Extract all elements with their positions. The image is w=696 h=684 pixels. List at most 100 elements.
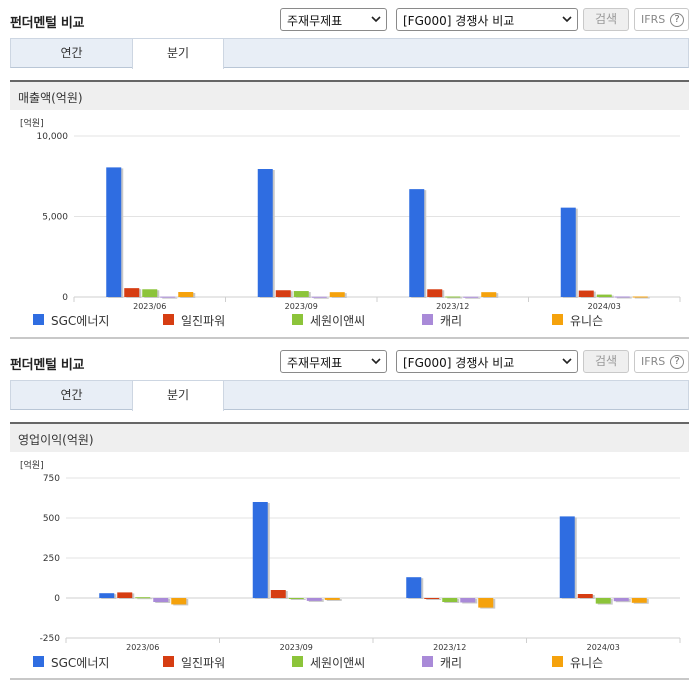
bar-series-2-0 (135, 597, 151, 599)
period-tabs: 연간 분기 (10, 380, 689, 411)
statement-select-value: 주재무제표 (287, 14, 343, 28)
bar-series-2-3 (595, 598, 611, 604)
bar-series-1-3 (577, 594, 593, 598)
bar-series-4-0 (178, 292, 194, 297)
bar-shadow (616, 297, 632, 299)
bar-shadow (634, 297, 650, 299)
bar-series-1-0 (117, 592, 133, 598)
x-tick-label: 2024/03 (588, 302, 621, 310)
legend-label: 일진파워 (181, 656, 226, 670)
bar-shadow (290, 599, 306, 600)
bar-series-2-2 (442, 598, 458, 602)
legend-label: 유니슨 (570, 656, 604, 670)
bar-series-1-1 (275, 290, 291, 297)
y-tick-label: 750 (43, 474, 60, 484)
bar-series-0-0 (106, 167, 122, 297)
bar-series-2-2 (445, 296, 461, 298)
legend-swatch (292, 656, 303, 667)
bar-series-4-1 (329, 292, 345, 297)
bar-series-1-0 (124, 288, 140, 297)
bar-series-0-0 (99, 593, 115, 598)
legend-swatch (33, 656, 44, 667)
y-tick-label: 0 (54, 594, 60, 604)
panel-title: 펀더멘털 비교 (10, 358, 85, 373)
section-title: 매출액(억원) (18, 91, 83, 105)
tab-quarterly[interactable]: 분기 (132, 381, 224, 411)
legend-swatch (422, 314, 433, 325)
legend-swatch (163, 656, 174, 667)
ifrs-button[interactable]: IFRS ? (634, 8, 689, 31)
chevron-down-icon (562, 358, 572, 365)
bar-series-4-0 (171, 598, 187, 605)
operating-income-bar-chart: [억원] -250 0 250 500 750 2023/06 2023/09 2023/12 2… (20, 459, 681, 652)
bar-series-4-2 (478, 598, 494, 608)
bar-series-4-3 (632, 296, 648, 298)
statement-select[interactable]: 주재무제표 (280, 350, 387, 373)
unit-label: [억원] (20, 459, 44, 471)
ifrs-button[interactable]: IFRS ? (634, 350, 689, 373)
legend-swatch (422, 656, 433, 667)
bar-series-3-1 (311, 296, 327, 298)
tab-annual[interactable]: 연간 (60, 388, 83, 402)
divider (10, 337, 689, 339)
y-tick-label: 10,000 (37, 132, 69, 142)
bar-series-2-1 (288, 598, 304, 599)
bar-series-3-0 (153, 598, 169, 602)
bar-shadow (313, 297, 329, 299)
legend-label: SGC에너지 (51, 656, 110, 670)
legend-label: 캐리 (440, 656, 463, 670)
legend-swatch (292, 314, 303, 325)
bar-series-1-3 (578, 290, 594, 297)
section-header: 매출액(억원) (10, 80, 689, 110)
tab-annual[interactable]: 연간 (60, 46, 83, 60)
unit-label: [억원] (20, 117, 44, 129)
revenue-bar-chart: [억원] 0 5,000 10,000 2023/06 2023/09 2023/12 202… (20, 117, 681, 310)
bar-series-4-2 (481, 292, 497, 297)
statement-select[interactable]: 주재무제표 (280, 8, 387, 31)
bar-series-3-2 (463, 296, 479, 298)
period-tabs: 연간 분기 (10, 38, 689, 69)
legend-swatch (33, 314, 44, 325)
divider (10, 678, 689, 680)
panel-title: 펀더멘털 비교 (10, 16, 85, 31)
help-icon[interactable]: ? (670, 13, 684, 27)
comparison-select-value: [FG000] 경쟁사 비교 (403, 14, 515, 28)
y-tick-label: 5,000 (42, 213, 68, 223)
bar-series-3-3 (614, 296, 630, 298)
bar-shadow (465, 297, 481, 299)
chevron-down-icon (371, 358, 381, 365)
bar-shadow (447, 297, 463, 299)
y-tick-label: 250 (43, 554, 60, 564)
bar-series-3-2 (460, 598, 476, 603)
panel-header: 펀더멘털 비교 주재무제표 [FG000] 경쟁사 비교 검색 IFRS ? (0, 0, 696, 38)
bar-series-3-1 (306, 598, 322, 601)
bar-series-0-1 (252, 502, 268, 598)
legend-label: 캐리 (440, 314, 463, 328)
bar-shadow (162, 297, 178, 299)
chevron-down-icon (562, 16, 572, 23)
search-button[interactable]: 검색 (583, 8, 629, 31)
section-title: 영업이익(억원) (18, 433, 94, 447)
bar-series-2-0 (142, 289, 158, 297)
bar-shadow (326, 599, 342, 601)
search-button[interactable]: 검색 (583, 350, 629, 373)
help-icon[interactable]: ? (670, 355, 684, 369)
bar-series-4-1 (324, 598, 340, 600)
x-tick-label: 2023/06 (133, 302, 166, 310)
legend-label: SGC에너지 (51, 314, 110, 328)
x-tick-label: 2024/03 (587, 643, 620, 652)
comparison-select[interactable]: [FG000] 경쟁사 비교 (396, 350, 578, 373)
bar-series-0-1 (257, 169, 273, 297)
bar-shadow (137, 598, 153, 600)
y-tick-label: 0 (62, 293, 68, 303)
comparison-select[interactable]: [FG000] 경쟁사 비교 (396, 8, 578, 31)
bar-series-0-2 (406, 577, 422, 598)
bar-series-2-3 (596, 294, 612, 297)
bar-series-2-1 (293, 291, 309, 297)
x-tick-label: 2023/09 (280, 643, 313, 652)
tab-quarterly[interactable]: 분기 (132, 39, 224, 69)
bar-series-0-2 (409, 189, 425, 297)
bar-series-1-2 (424, 598, 440, 599)
legend-swatch (552, 656, 563, 667)
ifrs-label: IFRS (641, 13, 666, 26)
